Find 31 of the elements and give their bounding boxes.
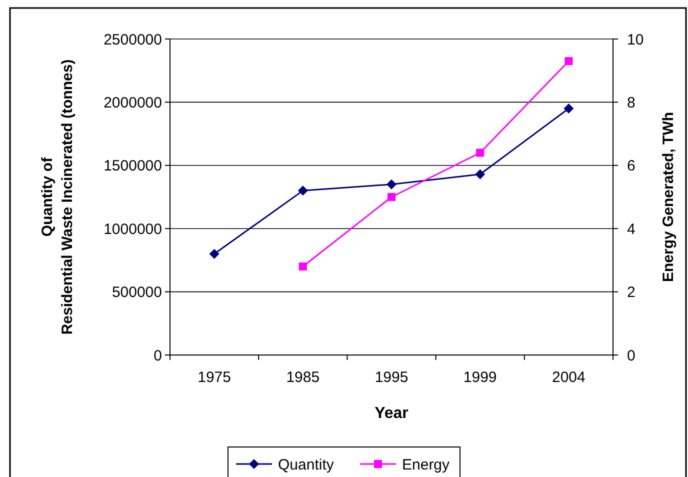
y2-tick-label: 8 bbox=[627, 94, 636, 112]
y2-axis-title: Energy Generated, TWh bbox=[660, 112, 677, 282]
x-axis-title: Year bbox=[374, 405, 408, 422]
x-tick-label: 1995 bbox=[374, 369, 408, 386]
legend-label: Energy bbox=[402, 456, 450, 474]
point bbox=[298, 262, 307, 271]
point bbox=[209, 248, 220, 259]
point bbox=[564, 57, 573, 66]
y2-tick-label: 4 bbox=[627, 220, 636, 238]
y2-tick-label: 0 bbox=[627, 347, 636, 364]
point bbox=[388, 193, 396, 201]
point bbox=[564, 104, 574, 114]
y-tick-label: 1000000 bbox=[104, 220, 162, 238]
point bbox=[476, 148, 484, 157]
y-axis-title: Quantity of Residential Waste Incinerated (tonnes) bbox=[39, 59, 76, 335]
point bbox=[298, 186, 308, 196]
point bbox=[386, 179, 396, 190]
x-tick-label: 1999 bbox=[463, 369, 497, 386]
x-tick-label: 2004 bbox=[552, 369, 586, 386]
y-tick-label: 2500000 bbox=[104, 31, 162, 48]
y-tick-label: 0 bbox=[154, 347, 162, 364]
point bbox=[475, 169, 486, 180]
x-tick-label: 1975 bbox=[198, 369, 231, 386]
y-tick-label: 2000000 bbox=[104, 94, 162, 112]
y-tick-label: 500000 bbox=[112, 284, 162, 302]
y-tick-label: 1500000 bbox=[104, 158, 162, 175]
legend-label: Quantity bbox=[278, 456, 334, 474]
y2-tick-label: 2 bbox=[627, 284, 636, 302]
y2-tick-label: 10 bbox=[627, 31, 644, 48]
y2-tick-label: 6 bbox=[627, 158, 636, 175]
x-tick-label: 1985 bbox=[286, 369, 320, 386]
